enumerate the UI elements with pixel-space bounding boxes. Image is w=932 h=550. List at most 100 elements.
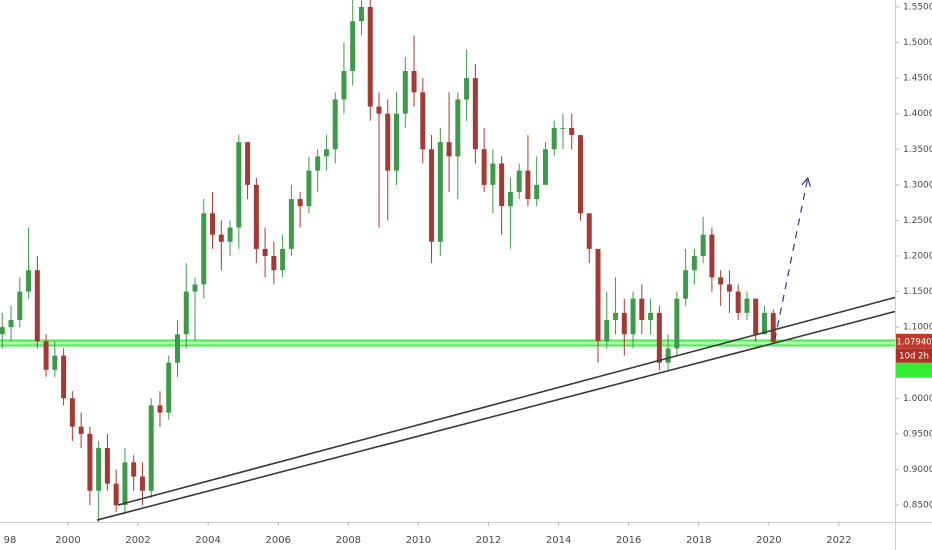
candle-body [43, 341, 49, 370]
x-tick-label: 2022 [826, 535, 851, 546]
x-tick-label: 2014 [546, 535, 571, 546]
candle-body [332, 99, 338, 150]
candle-body [271, 255, 277, 271]
candle-body [683, 270, 689, 299]
countdown-label: 10d 2h [899, 351, 929, 361]
candle-body [201, 213, 207, 285]
candle-body [0, 327, 5, 335]
candle-body [446, 142, 452, 157]
candle-body [52, 355, 58, 370]
y-tick-label: 1.20000 [903, 251, 932, 261]
x-tick-label: 2008 [336, 535, 361, 546]
candle-body [569, 127, 575, 136]
candle-body [499, 163, 505, 207]
candle-body [551, 127, 557, 150]
candle-body [253, 184, 259, 249]
candle-body [402, 71, 408, 114]
candle-body [87, 433, 93, 491]
candle-body [639, 298, 645, 321]
level-box [896, 362, 932, 378]
candle-body [104, 448, 110, 484]
candle-body [525, 170, 531, 200]
candle-body [621, 312, 627, 335]
candle-body [61, 355, 67, 399]
x-tick-label: 2016 [616, 535, 641, 546]
last-price-box [896, 333, 932, 349]
candle-body [770, 312, 776, 343]
candle-body [507, 191, 513, 207]
x-tick-label: 2004 [195, 535, 220, 546]
trendline [96, 310, 895, 521]
candle-body [166, 362, 172, 413]
candle-body [674, 298, 680, 349]
candle-body [429, 149, 435, 242]
candle-body [17, 291, 23, 321]
candle-body [604, 320, 610, 342]
candle-body [341, 71, 347, 100]
candle-body [157, 405, 163, 413]
candle-body [297, 199, 303, 207]
candle-body [78, 426, 84, 434]
y-tick-label: 1.15000 [903, 287, 932, 297]
projection-arrowhead [801, 176, 811, 187]
candle-body [490, 163, 496, 185]
x-tick-label: 2018 [686, 535, 711, 546]
y-tick-label: 1.55000 [903, 2, 932, 12]
y-tick-label: 1.00000 [903, 394, 932, 404]
y-tick-label: 1.10000 [903, 323, 932, 333]
candle-body [139, 476, 145, 491]
candle-body [96, 448, 102, 491]
candle-body [385, 113, 391, 171]
candle-body [586, 213, 592, 249]
y-tick-label: 1.45000 [903, 74, 932, 84]
candle-body [323, 149, 329, 157]
candle-body [542, 149, 548, 185]
x-tick-label: 2012 [476, 535, 501, 546]
candle-body [411, 71, 417, 93]
y-tick-label: 1.40000 [903, 109, 932, 119]
x-tick-label: 2000 [55, 535, 80, 546]
candle-body [613, 312, 619, 321]
plot-area [0, 0, 895, 522]
y-tick-label: 1.50000 [903, 38, 932, 48]
x-tick-label: 2010 [406, 535, 431, 546]
candle-body [192, 284, 198, 292]
candle-body [455, 99, 461, 157]
candle-body [174, 334, 180, 363]
candle-body [288, 199, 294, 249]
x-tick-label: 2020 [756, 535, 781, 546]
y-tick-label: 1.35000 [903, 145, 932, 155]
candle-body [726, 284, 732, 292]
candle-body [761, 312, 767, 335]
candle-body [218, 234, 224, 242]
candle-body [420, 92, 426, 150]
y-tick-label: 1.30000 [903, 180, 932, 190]
candle-body [376, 106, 382, 114]
candle-body [481, 149, 487, 185]
y-tick-label: 1.25000 [903, 216, 932, 226]
level-band-inner [0, 341, 895, 345]
candle-body [691, 255, 697, 271]
candle-body [656, 312, 662, 363]
x-tick-label: 2002 [125, 535, 150, 546]
candle-body [577, 135, 583, 214]
candle-body [718, 277, 724, 285]
candle-body [560, 127, 566, 129]
candle-body [210, 213, 216, 235]
candle-body [464, 78, 470, 100]
candle-body [8, 320, 14, 328]
candle-body [26, 270, 32, 292]
candle-body [315, 156, 321, 171]
candle-body [744, 298, 750, 313]
projection-line [774, 177, 809, 341]
candle-body [753, 298, 759, 335]
candle-body [648, 312, 654, 321]
candle-body [69, 398, 75, 427]
candle-body [735, 291, 741, 313]
candle-body [148, 405, 154, 491]
candle-body [113, 483, 119, 505]
candle-body [595, 248, 601, 342]
candle-body [367, 6, 373, 107]
